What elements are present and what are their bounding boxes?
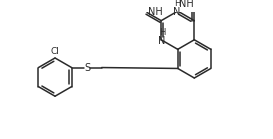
- Text: H: H: [159, 28, 165, 37]
- Text: N: N: [173, 7, 180, 17]
- Text: Cl: Cl: [51, 47, 60, 56]
- Text: S: S: [84, 63, 90, 73]
- Text: NH: NH: [179, 0, 193, 9]
- Text: H: H: [174, 0, 180, 8]
- Text: N: N: [158, 36, 166, 46]
- Text: NH: NH: [148, 8, 163, 18]
